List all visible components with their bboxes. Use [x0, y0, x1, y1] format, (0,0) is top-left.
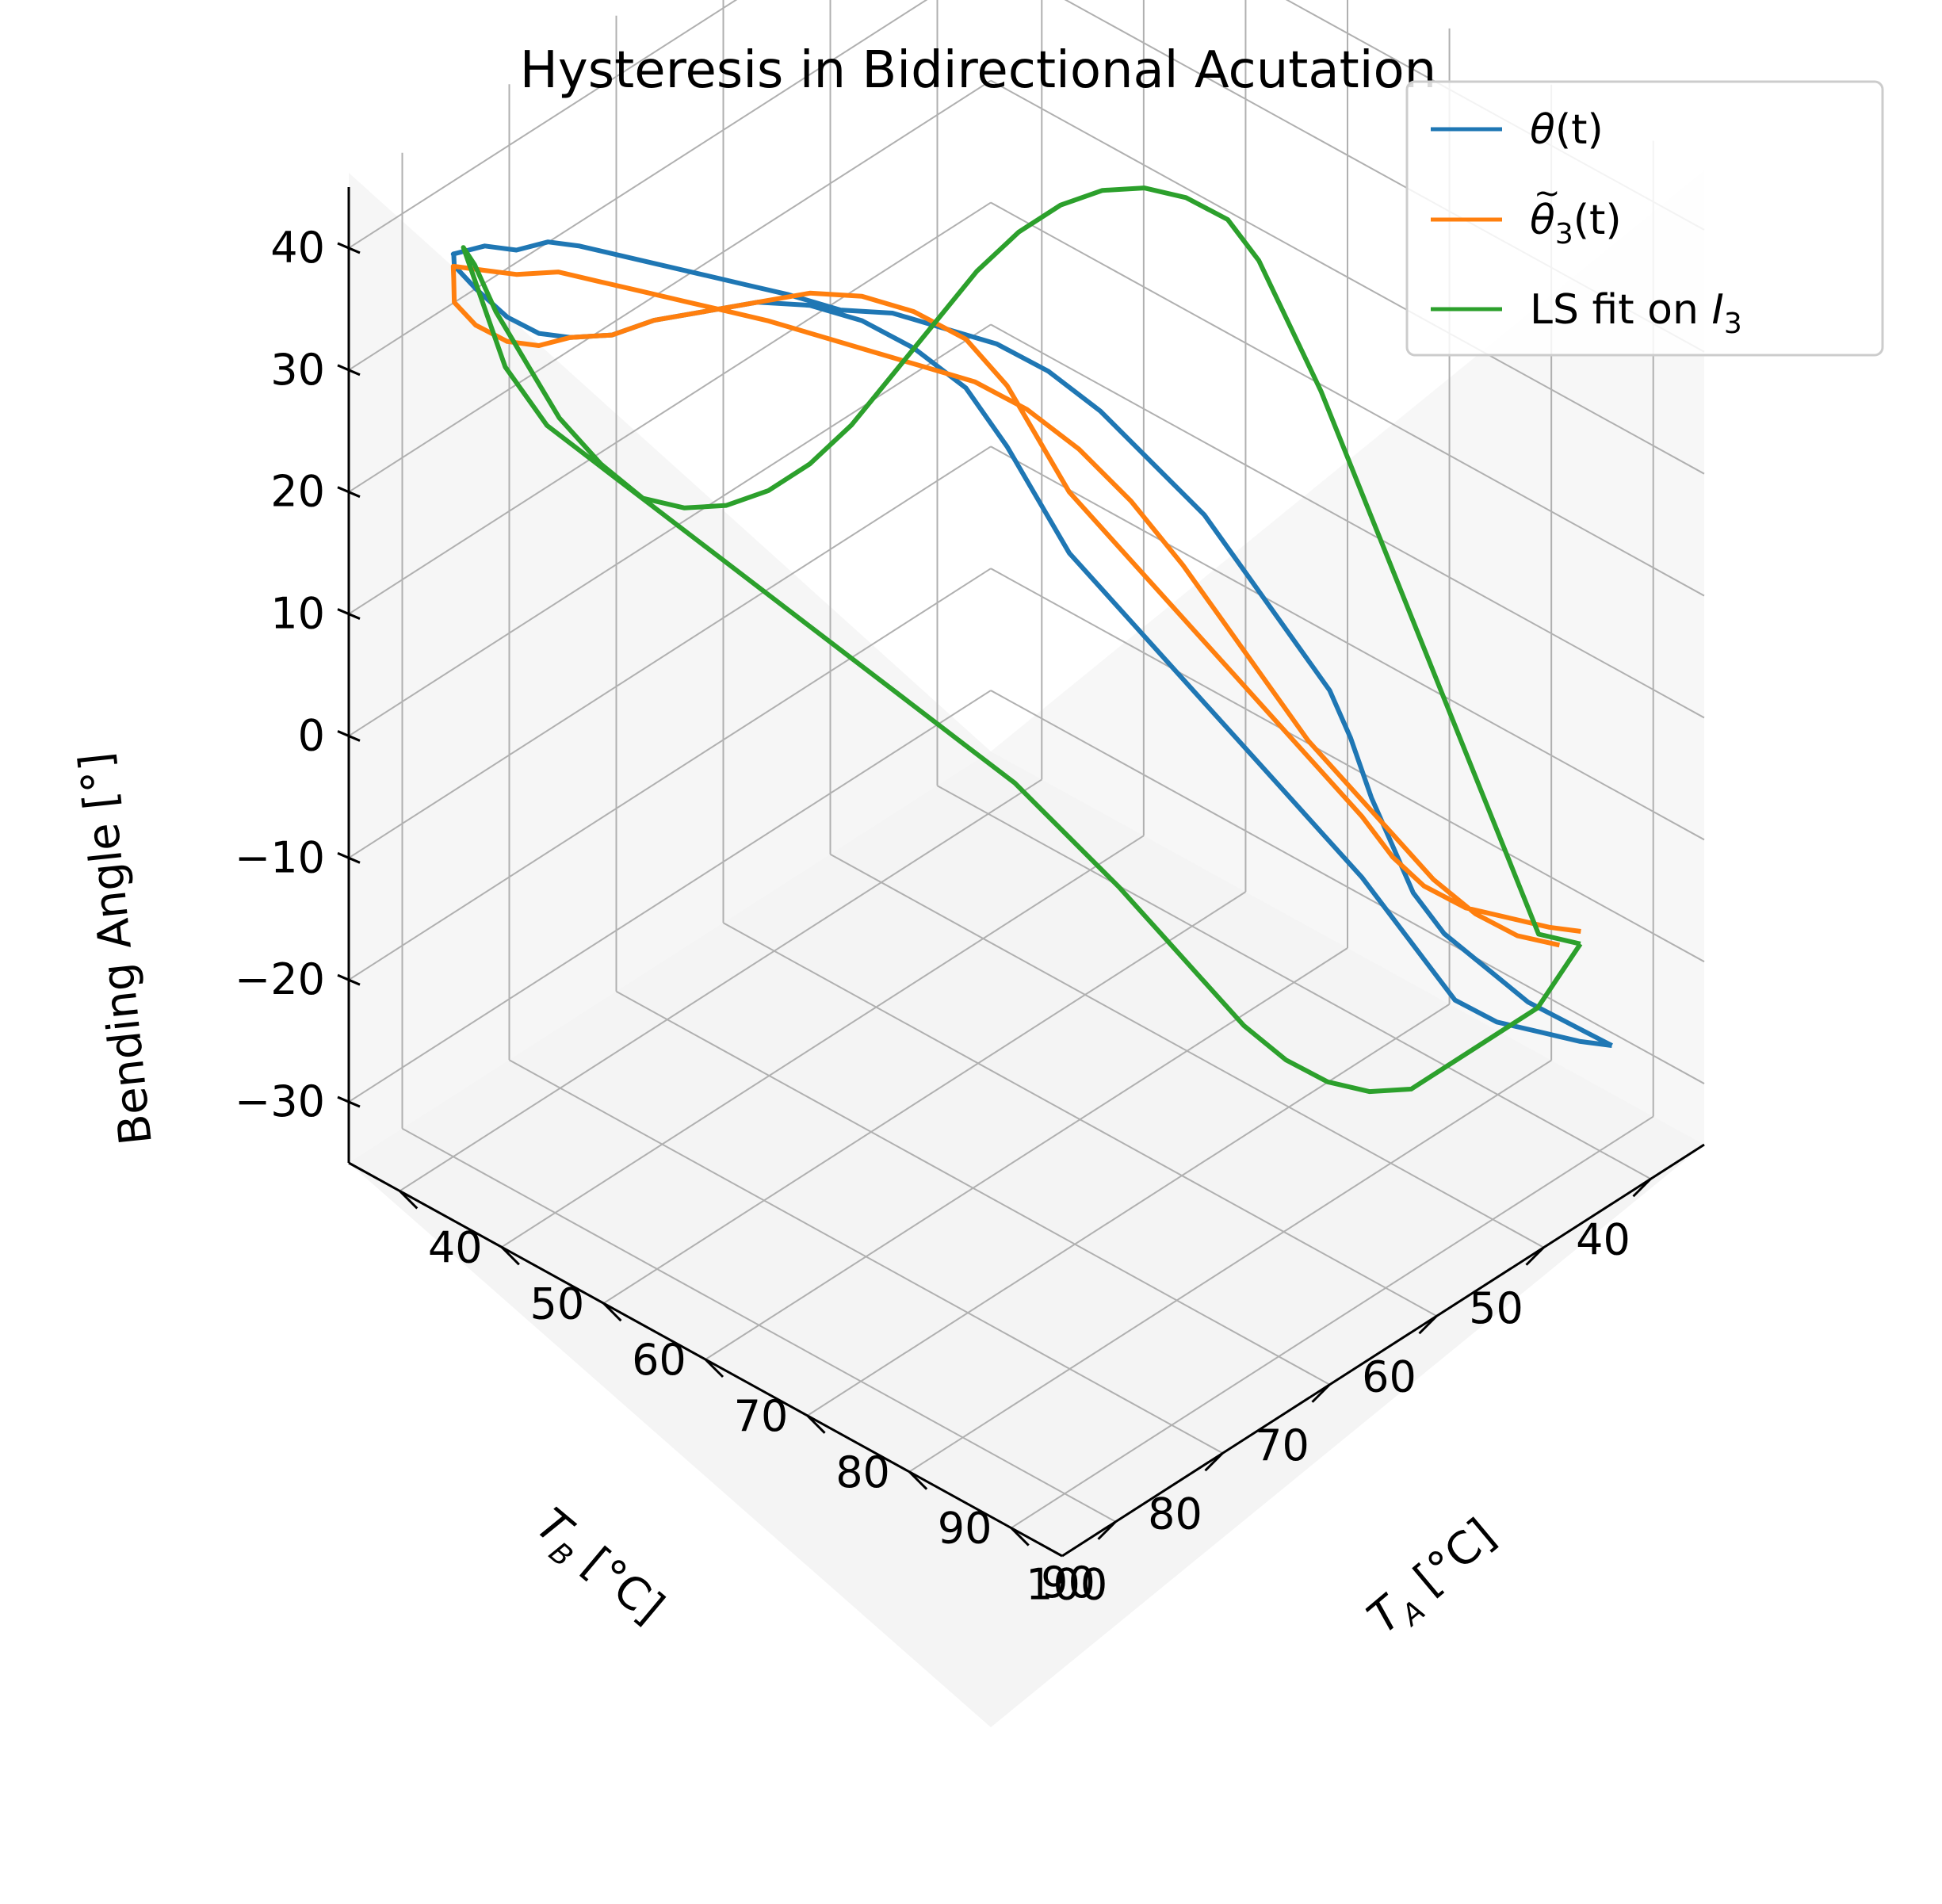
tb-axis-line [1061, 1143, 1705, 1558]
tb-tick-label: 60 [1362, 1352, 1416, 1401]
tb-tick-label: 70 [1255, 1420, 1309, 1470]
z-tick-label: −20 [235, 954, 325, 1004]
grid-line-wall-z [348, 79, 992, 493]
ta-tick-mark [908, 1470, 928, 1490]
grid-line-floor-y [830, 853, 1544, 1248]
grid-line-wall-z [348, 568, 992, 981]
series-line-1 [450, 263, 1581, 948]
ta-tick-mark [500, 1246, 520, 1266]
grid-line-wall-z [348, 445, 992, 859]
tb-tick-label: 90 [1041, 1558, 1095, 1608]
grid-line-floor-y [402, 1127, 1116, 1523]
tb-tick-label: 50 [1469, 1283, 1523, 1333]
z-tick-mark [337, 851, 361, 864]
grid-line-wall-z [990, 690, 1705, 1084]
ta-tick-mark [602, 1302, 622, 1322]
grid-line-floor-y [723, 922, 1437, 1317]
axes [337, 187, 1705, 1558]
grid-line-wall-z [348, 201, 992, 615]
ta-tick-mark [806, 1414, 826, 1434]
tb-tick-mark [1204, 1452, 1224, 1472]
tb-tick-label: 80 [1148, 1489, 1202, 1539]
z-tick-label: 40 [270, 223, 325, 273]
z-tick-label: 10 [270, 589, 325, 639]
z-tick-mark [337, 242, 361, 254]
grid-line-floor-y [616, 990, 1330, 1386]
grid-line-floor-x [501, 835, 1145, 1248]
grid-line-floor-x [908, 1059, 1552, 1473]
legend-label-1: θ3(t) [1530, 197, 1622, 250]
grid-line-wall-z [990, 79, 1705, 475]
z-tick-mark [337, 486, 361, 499]
ta-tick-label: 80 [835, 1447, 890, 1497]
z-tick-mark [337, 608, 361, 620]
grid-line-floor-x [705, 947, 1348, 1360]
grid-line-floor-y [509, 1059, 1223, 1455]
series-layer [450, 185, 1613, 1095]
z-tick-label: −30 [235, 1076, 325, 1126]
series-line-2 [461, 185, 1583, 1095]
tick-labels: 405060708090100405060708090403020100−10−… [235, 223, 1630, 1610]
grid-line-wall-z [348, 690, 992, 1103]
grid-line-floor-x [807, 1004, 1451, 1417]
grid-line-floor-x [602, 891, 1246, 1304]
ta-tick-label: 40 [428, 1222, 483, 1272]
tb-tick-mark [1632, 1178, 1652, 1198]
z-tick-mark [337, 1095, 361, 1108]
z-tick-label: 20 [270, 467, 325, 517]
tb-tick-mark [1525, 1246, 1545, 1266]
ta-tick-label: 100 [1026, 1560, 1107, 1610]
z-tick-mark [337, 730, 361, 742]
grid-line-wall-z [990, 445, 1705, 841]
tb-tick-mark [1097, 1520, 1117, 1540]
x-axis-label: TA [°C] [1358, 1509, 1509, 1650]
tb-tick-mark [1311, 1383, 1331, 1403]
z-tick-mark [337, 364, 361, 377]
ta-tick-label: 60 [632, 1335, 686, 1385]
ta-tick-label: 90 [938, 1504, 992, 1554]
tb-tick-mark [1418, 1315, 1438, 1335]
legend-label-2: LS fit on I3 [1530, 286, 1742, 340]
z-tick-mark [337, 973, 361, 986]
pane-floor [349, 751, 1704, 1727]
z-axis-label: Bending Angle [°] [70, 750, 162, 1147]
ta-tick-mark [399, 1190, 419, 1210]
z-tick-label: 30 [270, 345, 325, 395]
legend-label-0: θ(t) [1530, 106, 1604, 154]
grid-line-wall-z [348, 323, 992, 737]
z-tick-label: −10 [235, 832, 325, 882]
grid-line-floor-x [399, 778, 1042, 1192]
ta-tick-label: 70 [734, 1391, 789, 1441]
chart-title: Hysteresis in Bidirectional Acutation [520, 41, 1436, 100]
grid-line-wall-z [990, 201, 1705, 597]
legend-frame [1405, 80, 1884, 357]
y-axis-label: TB [°C] [522, 1499, 673, 1639]
ta-tick-mark [1010, 1527, 1030, 1547]
ta-tick-mark [704, 1358, 724, 1378]
ta-tick-label: 50 [529, 1279, 584, 1329]
legend: θ(t) θ3(t) ~ LS fit on I3 [1405, 80, 1884, 357]
z-tick-label: 0 [298, 710, 325, 760]
grid-line-wall-z [348, 0, 738, 249]
grid-line-floor-y [937, 785, 1651, 1180]
series-line-0 [450, 239, 1613, 1048]
grid-line-wall-z [990, 568, 1705, 963]
grid-line-floor-x [1011, 1115, 1654, 1529]
tb-tick-label: 40 [1576, 1214, 1630, 1264]
legend-tilde-1: ~ [1534, 175, 1561, 212]
grid-line-wall-z [990, 323, 1705, 719]
